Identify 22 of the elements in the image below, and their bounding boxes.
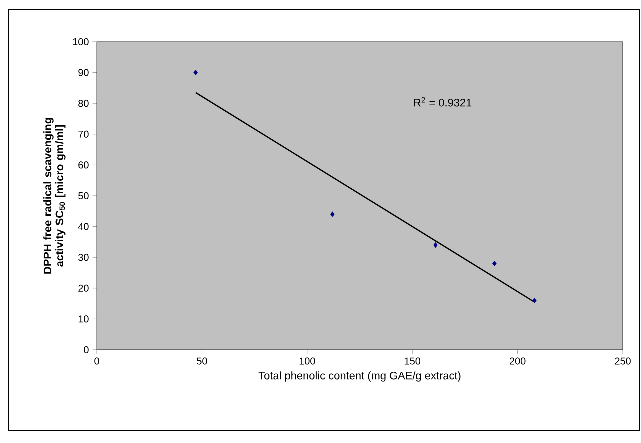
y-tick-label: 60 (78, 162, 89, 169)
x-tick-label: 0 (94, 358, 100, 365)
y-tick-label: 30 (78, 254, 89, 262)
x-tick-label: 250 (615, 358, 631, 365)
y-tick-label: 80 (78, 100, 89, 108)
y-tick-label: 70 (78, 130, 89, 138)
y-tick-label: 0 (84, 346, 89, 354)
point (194, 70, 198, 76)
point (532, 298, 537, 304)
x-tick-label: 50 (197, 358, 208, 365)
y-tick-label: 50 (78, 192, 89, 200)
y-tick-label: 10 (78, 316, 89, 323)
y-tick-label: 90 (78, 69, 89, 76)
y-tick-label: 40 (78, 223, 89, 230)
y-tick-label: 20 (78, 284, 89, 292)
annotation: R$^{2}$ = 0.9321 (414, 97, 472, 107)
x-tick-label: 150 (405, 358, 421, 365)
x-tick-label: 200 (510, 358, 526, 365)
x-tick-label: 100 (300, 358, 316, 365)
point (330, 212, 335, 218)
x-axis-title: Total phenolic content (mg GAE/g extract) (258, 372, 461, 382)
y-tick-label: 100 (73, 38, 89, 46)
